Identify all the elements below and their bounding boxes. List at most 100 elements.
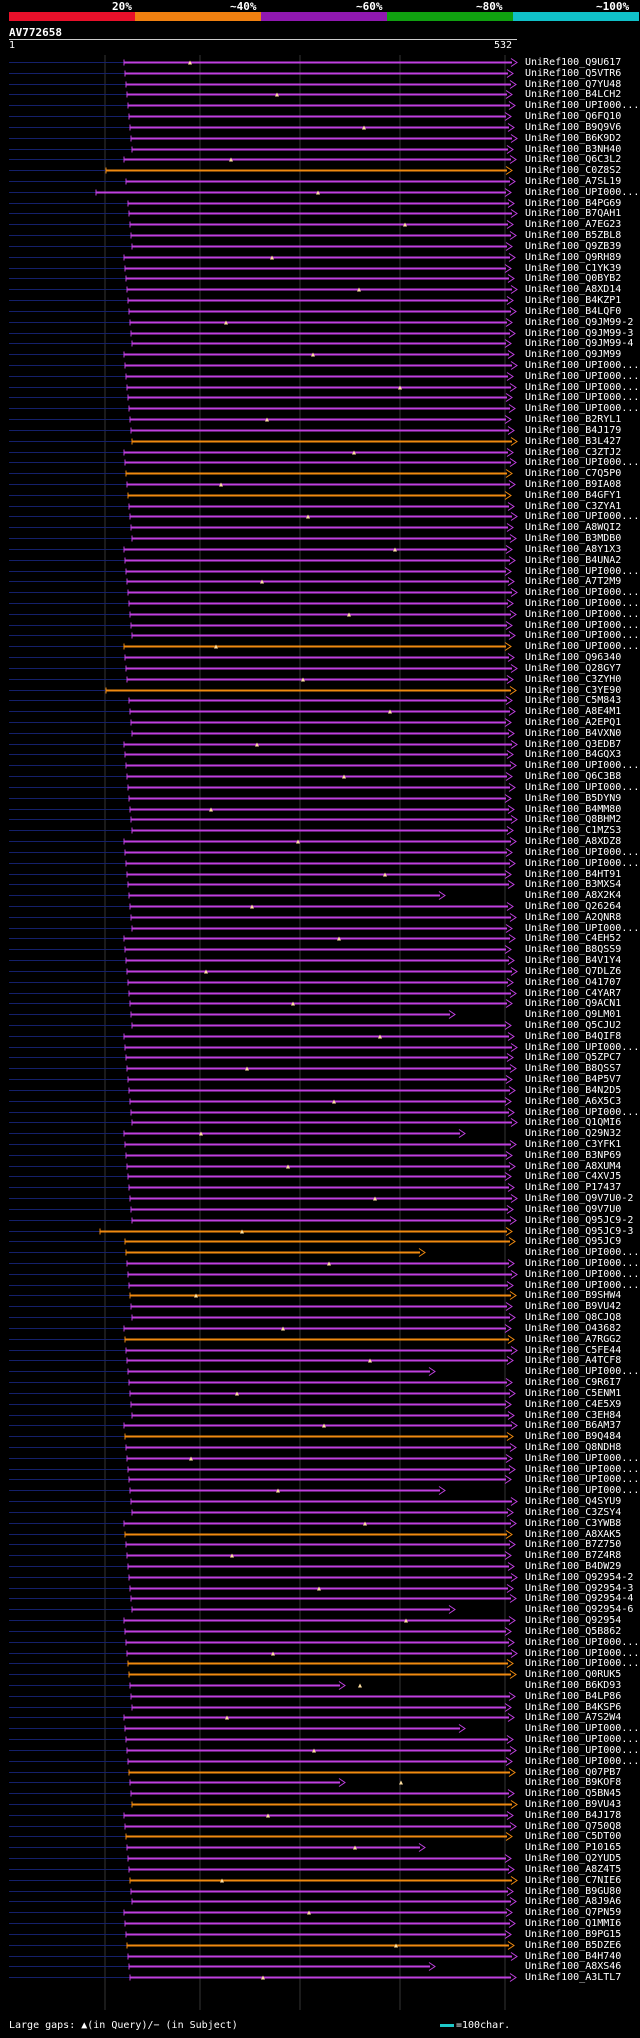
hit-label[interactable]: UniRef100_Q1QMI6: [525, 1117, 622, 1128]
hit-label[interactable]: UniRef100_B3MDB0: [525, 533, 622, 544]
hit-label[interactable]: UniRef100_Q0BYB2: [525, 273, 622, 284]
hit-label[interactable]: UniRef100_UPI000...: [525, 598, 640, 609]
hit-label[interactable]: UniRef100_UPI000...: [525, 392, 640, 403]
hit-label[interactable]: UniRef100_B5DZE6: [525, 1940, 622, 1951]
hit-label[interactable]: UniRef100_Q9JM99-3: [525, 328, 634, 339]
hit-label[interactable]: UniRef100_Q9U617: [525, 57, 622, 68]
hit-label[interactable]: UniRef100_UPI000...: [525, 923, 640, 934]
hit-label[interactable]: UniRef100_B4N2D5: [525, 1085, 622, 1096]
hit-label[interactable]: UniRef100_B6AM37: [525, 1420, 622, 1431]
hit-label[interactable]: UniRef100_B7Z750: [525, 1539, 622, 1550]
hit-label[interactable]: UniRef100_UPI000...: [525, 1734, 640, 1745]
hit-label[interactable]: UniRef100_C3EH84: [525, 1410, 622, 1421]
hit-label[interactable]: UniRef100_UPI000...: [525, 1474, 640, 1485]
hit-label[interactable]: UniRef100_Q9V7U0-2: [525, 1193, 634, 1204]
hit-label[interactable]: UniRef100_Q3EDB7: [525, 739, 622, 750]
hit-label[interactable]: UniRef100_B4LP86: [525, 1691, 622, 1702]
hit-label[interactable]: UniRef100_C1MZS3: [525, 825, 622, 836]
hit-label[interactable]: UniRef100_UPI000...: [525, 609, 640, 620]
hit-label[interactable]: UniRef100_C4YAR7: [525, 988, 622, 999]
hit-label[interactable]: UniRef100_C9R6I7: [525, 1377, 622, 1388]
hit-label[interactable]: UniRef100_UPI000...: [525, 360, 640, 371]
hit-label[interactable]: UniRef100_UPI000...: [525, 1042, 640, 1053]
hit-label[interactable]: UniRef100_UPI000...: [525, 1269, 640, 1280]
hit-label[interactable]: UniRef100_UPI000...: [525, 371, 640, 382]
hit-label[interactable]: UniRef100_UPI000...: [525, 1723, 640, 1734]
hit-label[interactable]: UniRef100_B9VU42: [525, 1301, 622, 1312]
hit-label[interactable]: UniRef100_B5DYN9: [525, 793, 622, 804]
hit-label[interactable]: UniRef100_UPI000...: [525, 100, 640, 111]
hit-label[interactable]: UniRef100_C7NIE6: [525, 1875, 622, 1886]
hit-label[interactable]: UniRef100_B4J179: [525, 425, 622, 436]
hit-label[interactable]: UniRef100_B4P5V7: [525, 1074, 622, 1085]
hit-label[interactable]: UniRef100_UPI000...: [525, 847, 640, 858]
hit-label[interactable]: UniRef100_B4UNA2: [525, 555, 622, 566]
hit-label[interactable]: UniRef100_Q92954-6: [525, 1604, 634, 1615]
hit-label[interactable]: UniRef100_B4KZP1: [525, 295, 622, 306]
hit-label[interactable]: UniRef100_Q9JM99-4: [525, 338, 634, 349]
hit-label[interactable]: UniRef100_B8QSS7: [525, 1063, 622, 1074]
hit-label[interactable]: UniRef100_Q2YUD5: [525, 1853, 622, 1864]
hit-label[interactable]: UniRef100_UPI000...: [525, 1745, 640, 1756]
hit-label[interactable]: UniRef100_A7EG23: [525, 219, 622, 230]
hit-label[interactable]: UniRef100_A7SL19: [525, 176, 622, 187]
hit-label[interactable]: UniRef100_B3NH40: [525, 144, 622, 155]
hit-label[interactable]: UniRef100_B4DW29: [525, 1561, 622, 1572]
hit-label[interactable]: UniRef100_A8E4M1: [525, 706, 622, 717]
hit-label[interactable]: UniRef100_C3YWB8: [525, 1518, 622, 1529]
hit-label[interactable]: UniRef100_UPI000...: [525, 1107, 640, 1118]
hit-label[interactable]: UniRef100_B4MM80: [525, 804, 622, 815]
hit-label[interactable]: UniRef100_Q95JC9-2: [525, 1215, 634, 1226]
hit-label[interactable]: UniRef100_UPI000...: [525, 187, 640, 198]
hit-label[interactable]: UniRef100_Q95JC9: [525, 1236, 622, 1247]
hit-label[interactable]: UniRef100_Q92954-2: [525, 1572, 634, 1583]
hit-label[interactable]: UniRef100_B4LQF0: [525, 306, 622, 317]
hit-label[interactable]: UniRef100_Q28GY7: [525, 663, 622, 674]
hit-label[interactable]: UniRef100_B4V1Y4: [525, 955, 622, 966]
hit-label[interactable]: UniRef100_B8QSS9: [525, 944, 622, 955]
hit-label[interactable]: UniRef100_Q29N32: [525, 1128, 622, 1139]
hit-label[interactable]: UniRef100_UPI000...: [525, 566, 640, 577]
hit-label[interactable]: UniRef100_UPI000...: [525, 858, 640, 869]
hit-label[interactable]: UniRef100_UPI000...: [525, 1366, 640, 1377]
hit-label[interactable]: UniRef100_Q95JC9-3: [525, 1226, 634, 1237]
hit-label[interactable]: UniRef100_A8X2K4: [525, 890, 622, 901]
hit-label[interactable]: UniRef100_Q1MMI6: [525, 1918, 622, 1929]
hit-label[interactable]: UniRef100_B2RYL1: [525, 414, 622, 425]
hit-label[interactable]: UniRef100_C5DT00: [525, 1831, 622, 1842]
hit-label[interactable]: UniRef100_A8Z4T5: [525, 1864, 622, 1875]
hit-label[interactable]: UniRef100_B4H740: [525, 1951, 622, 1962]
hit-label[interactable]: UniRef100_Q9LM01: [525, 1009, 622, 1020]
hit-label[interactable]: UniRef100_P10165: [525, 1842, 622, 1853]
hit-label[interactable]: UniRef100_UPI000...: [525, 641, 640, 652]
hit-label[interactable]: UniRef100_UPI000...: [525, 1464, 640, 1475]
hit-label[interactable]: UniRef100_UPI000...: [525, 1280, 640, 1291]
hit-label[interactable]: UniRef100_UPI000...: [525, 1247, 640, 1258]
hit-label[interactable]: UniRef100_Q0RUK5: [525, 1669, 622, 1680]
hit-label[interactable]: UniRef100_UPI000...: [525, 1453, 640, 1464]
hit-label[interactable]: UniRef100_Q9JM99-2: [525, 317, 634, 328]
hit-label[interactable]: UniRef100_C1YK39: [525, 263, 622, 274]
hit-label[interactable]: UniRef100_C3YE90: [525, 685, 622, 696]
hit-label[interactable]: UniRef100_C5M843: [525, 695, 622, 706]
hit-label[interactable]: UniRef100_B9VU43: [525, 1799, 622, 1810]
hit-label[interactable]: UniRef100_UPI000...: [525, 760, 640, 771]
hit-label[interactable]: UniRef100_B9PG15: [525, 1929, 622, 1940]
hit-label[interactable]: UniRef100_Q7YU48: [525, 79, 622, 90]
hit-label[interactable]: UniRef100_Q96340: [525, 652, 622, 663]
hit-label[interactable]: UniRef100_Q5ZPC7: [525, 1052, 622, 1063]
hit-label[interactable]: UniRef100_B9KOF8: [525, 1777, 622, 1788]
hit-label[interactable]: UniRef100_C4E5X9: [525, 1399, 622, 1410]
hit-label[interactable]: UniRef100_A7T2M9: [525, 576, 622, 587]
hit-label[interactable]: UniRef100_B9SHW4: [525, 1290, 622, 1301]
hit-label[interactable]: UniRef100_UPI000...: [525, 782, 640, 793]
hit-label[interactable]: UniRef100_Q92954-3: [525, 1583, 634, 1594]
hit-label[interactable]: UniRef100_Q5BN45: [525, 1788, 622, 1799]
hit-label[interactable]: UniRef100_A8XUM4: [525, 1161, 622, 1172]
hit-label[interactable]: UniRef100_Q9ZB39: [525, 241, 622, 252]
hit-label[interactable]: UniRef100_C7Q5P0: [525, 468, 622, 479]
hit-label[interactable]: UniRef100_C3ZYA1: [525, 501, 622, 512]
hit-label[interactable]: UniRef100_A7S2W4: [525, 1712, 622, 1723]
hit-label[interactable]: UniRef100_B7Z4R8: [525, 1550, 622, 1561]
hit-label[interactable]: UniRef100_B9Q484: [525, 1431, 622, 1442]
